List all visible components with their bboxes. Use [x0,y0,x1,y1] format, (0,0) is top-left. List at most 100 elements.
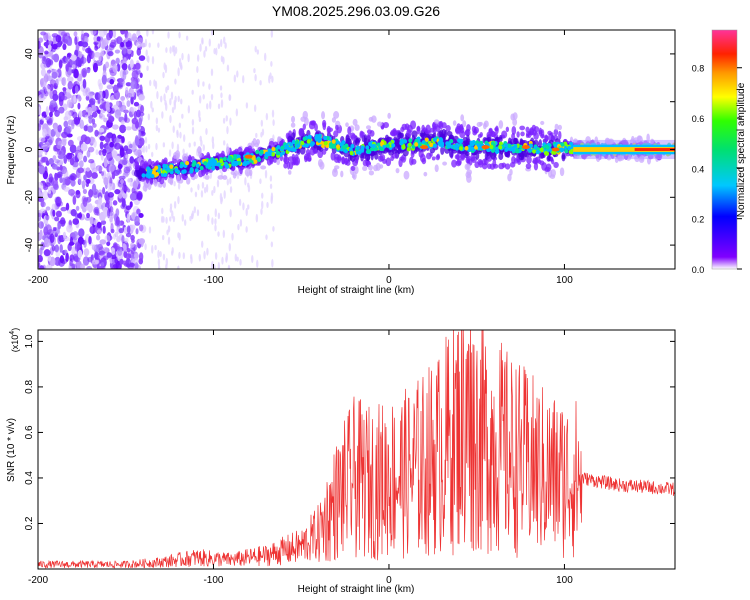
spectrogram-cell [561,152,566,162]
spectrogram-cell [47,189,52,194]
colorbar-tick-label: 0.8 [692,64,705,74]
spectrogram-cell [68,175,75,181]
spectrogram-cell [106,183,114,189]
spectrogram-cell [100,108,104,117]
spectrogram-cell [219,85,223,91]
spectrogram-cell [271,152,276,157]
colorbar-label: Normalized spectral amplitude [736,82,747,217]
spectrogram-cell [490,150,497,160]
spectrogram-cell [220,99,224,108]
spectrogram-cell [94,45,99,51]
spectrogram-cell [130,224,136,231]
spectrogram-cell [111,171,116,180]
spectrogram-cell [136,30,141,37]
spectrogram-cell [466,163,470,170]
spectrogram-cell [122,105,127,111]
spectrogram-cell [528,143,533,148]
spectrogram-cell [38,191,44,198]
spectrogram-cell [82,78,87,89]
spectrogram-cell [55,196,62,207]
spectrogram-cell [147,158,152,167]
spectrogram-cell [78,174,82,185]
spectrogram-cell [498,162,505,170]
spectrogram-cell [302,123,306,130]
spectrogram-cell [41,116,45,121]
spectrogram-cell [98,90,104,101]
spectrogram-cell [83,174,87,181]
spectrogram-cell [224,162,229,168]
spectrogram-cell [74,85,79,94]
spectrogram-cell [464,146,469,151]
spectrogram-cell [93,139,97,148]
spectrogram-cell [46,232,51,240]
spectrogram-cell [49,233,55,244]
spectrogram-cell [216,162,221,167]
spectrogram-cell [45,264,53,269]
spectrogram-cell [88,116,93,124]
spectrogram-cell [81,41,89,48]
spectrogram-cell [198,253,202,262]
spectrogram-cell [190,187,193,193]
spectrogram-cell [45,57,52,68]
spectrogram-cell [98,246,105,256]
spectrogram-cell [96,263,100,269]
spectrogram-cell [276,145,281,150]
spectrogram-cell [459,138,464,144]
spectrogram-cell [355,139,361,144]
spectrogram-cell [40,201,46,208]
spectrogram-cell [203,50,206,58]
spectrogram-cell [254,73,257,82]
snr-multiplier-exponent: 4 [9,331,16,335]
spectrogram-cell [146,169,151,174]
spectrogram-cell [197,78,200,88]
spectrogram-cell [330,151,336,161]
spectrogram-cell [90,30,97,36]
spectrogram-cell [570,148,575,154]
spectrogram-cell [96,165,104,172]
spectrogram-cell [67,81,74,90]
spectrogram-cell [371,143,376,149]
spectrogram-cell [138,224,144,232]
spectrogram-cell [102,187,106,195]
spectrogram-cell [414,142,419,147]
spectrogram-cell [335,140,340,145]
spectrogram-cell [62,43,67,51]
spectrogram-cell [176,174,181,184]
spectrogram-cell [48,173,53,183]
spectrogram-cell [92,51,96,62]
spectrogram-cell [170,250,174,256]
spectrogram-cell [86,212,91,219]
spectrogram-cell [138,137,145,147]
spectrogram-cell [169,216,172,222]
spectrogram-cell [481,145,490,150]
spectrogram-cell [228,242,231,252]
spectrogram-cell [178,57,182,67]
spectrogram-cell [216,179,220,188]
spectrogram-cell [178,31,181,39]
spectrogram-cell [239,259,242,266]
spectrogram-cell [187,105,191,114]
spectrogram-cell [94,92,100,101]
spectrogram-cell [483,120,489,128]
spectrogram-cell [343,148,348,154]
spectrogram-cell [521,145,530,150]
spectrogram-cell [108,164,115,174]
spectrogram-cell [70,209,77,217]
spectrogram-cell [398,158,403,168]
spectrogram-cell [298,127,305,137]
spectrogram-cell [202,81,205,87]
spectrogram-cell [425,152,432,160]
spectrogram-cell [162,253,166,261]
spectrogram-cell [138,55,146,62]
spectrogram-cell [73,253,79,262]
spectrogram-cell [211,190,214,196]
spectrogram-cell [425,124,431,134]
spectrogram-cell [194,191,198,198]
spectrogram-cell [159,175,165,185]
spectrogram-cell [403,170,410,180]
spectrogram-cell [155,124,159,132]
spectrogram-cell [58,106,65,114]
spectrogram-cell [373,164,379,172]
spectrogram-cell [344,158,349,165]
spectrogram-cell [217,212,221,220]
